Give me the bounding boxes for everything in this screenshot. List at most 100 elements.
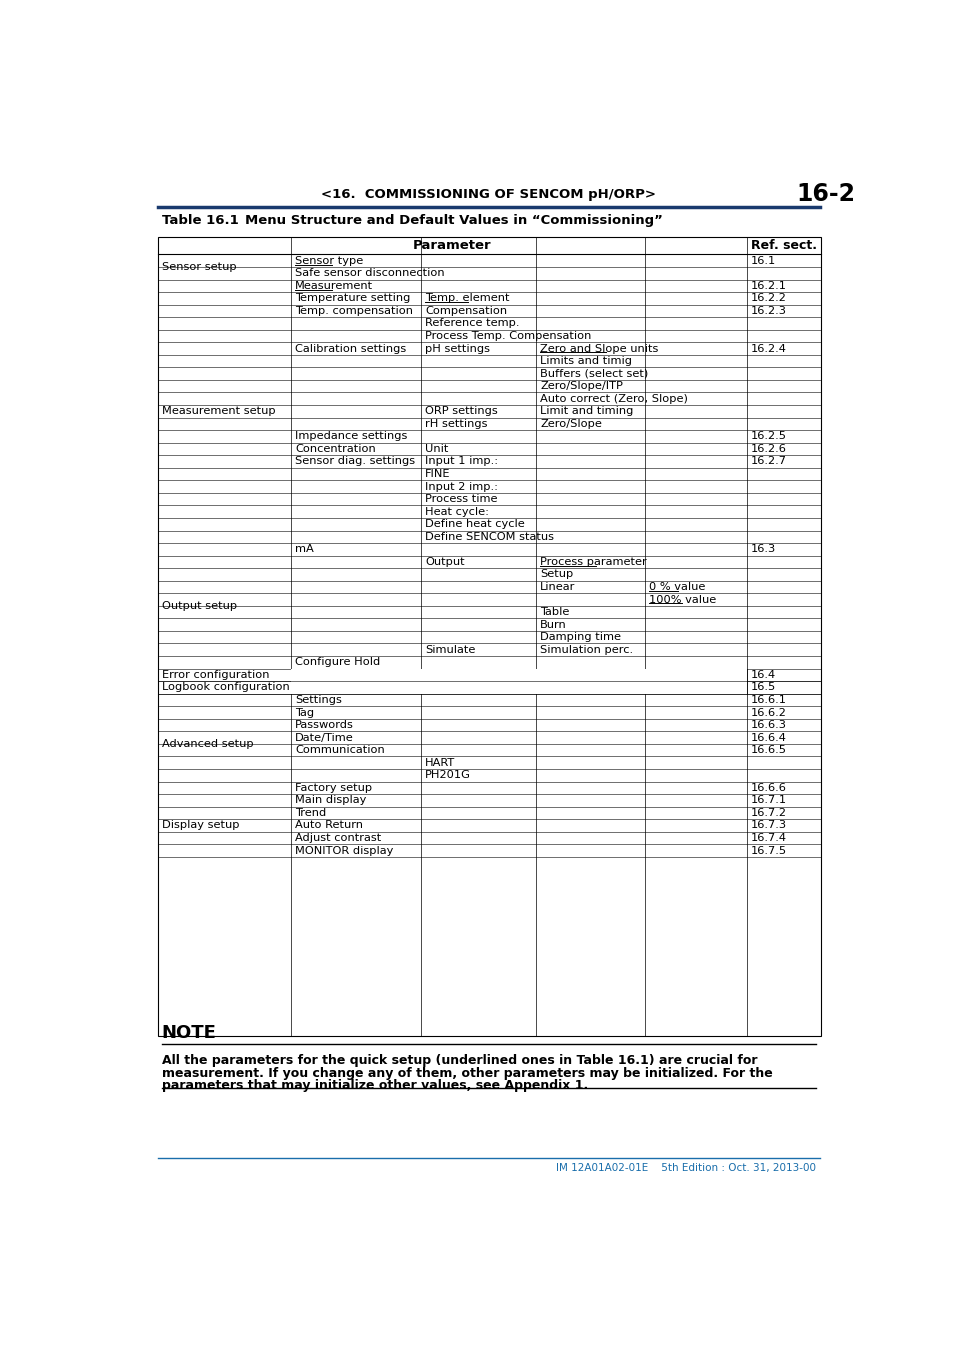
- Text: 16.6.5: 16.6.5: [750, 745, 786, 755]
- Text: Output setup: Output setup: [162, 601, 236, 610]
- Text: 16.2.2: 16.2.2: [750, 293, 786, 304]
- Text: Process parameter: Process parameter: [539, 558, 646, 567]
- Text: 16.6.4: 16.6.4: [750, 733, 786, 743]
- Text: Table: Table: [539, 608, 569, 617]
- Text: 16.6.3: 16.6.3: [750, 720, 786, 730]
- Text: Input 2 imp.:: Input 2 imp.:: [425, 482, 497, 491]
- Bar: [291, 682, 746, 694]
- Text: 100% value: 100% value: [648, 594, 715, 605]
- Text: FINE: FINE: [425, 468, 451, 479]
- Text: 16.1: 16.1: [750, 255, 776, 266]
- Text: rH settings: rH settings: [425, 418, 487, 429]
- Text: mA: mA: [294, 544, 314, 555]
- Text: Output: Output: [425, 558, 464, 567]
- Text: 16.2.4: 16.2.4: [750, 343, 786, 354]
- Text: Simulation perc.: Simulation perc.: [539, 645, 633, 655]
- Text: 16.6.1: 16.6.1: [750, 695, 786, 705]
- Text: Calibration settings: Calibration settings: [294, 343, 406, 354]
- Text: Trend: Trend: [294, 807, 326, 818]
- Text: Factory setup: Factory setup: [294, 783, 372, 792]
- Text: Display setup: Display setup: [162, 821, 239, 830]
- Text: Safe sensor disconnection: Safe sensor disconnection: [294, 269, 444, 278]
- Text: Measurement: Measurement: [294, 281, 373, 290]
- Text: Settings: Settings: [294, 695, 342, 705]
- Text: Tag: Tag: [294, 707, 314, 717]
- Text: 16.2.6: 16.2.6: [750, 444, 786, 454]
- Text: 16.7.4: 16.7.4: [750, 833, 786, 842]
- Text: 16.2.7: 16.2.7: [750, 456, 786, 467]
- Text: Process Temp. Compensation: Process Temp. Compensation: [425, 331, 591, 342]
- Text: Process time: Process time: [425, 494, 497, 504]
- Text: Parameter: Parameter: [413, 239, 492, 252]
- Text: PH201G: PH201G: [425, 771, 471, 780]
- Text: Sensor type: Sensor type: [294, 255, 363, 266]
- Text: Passwords: Passwords: [294, 720, 354, 730]
- Text: Temp. compensation: Temp. compensation: [294, 306, 413, 316]
- Text: 16.5: 16.5: [750, 682, 776, 693]
- Text: Define SENCOM status: Define SENCOM status: [425, 532, 554, 541]
- Text: Measurement setup: Measurement setup: [162, 406, 275, 416]
- Text: MONITOR display: MONITOR display: [294, 845, 394, 856]
- Text: parameters that may initialize other values, see Appendix 1.: parameters that may initialize other val…: [162, 1079, 587, 1092]
- Text: Auto Return: Auto Return: [294, 821, 363, 830]
- Text: IM 12A01A02-01E    5th Edition : Oct. 31, 2013-00: IM 12A01A02-01E 5th Edition : Oct. 31, 2…: [556, 1162, 815, 1173]
- Text: Unit: Unit: [425, 444, 448, 454]
- Text: 16.4: 16.4: [750, 670, 775, 680]
- Text: <16.  COMMISSIONING OF SENCOM pH/ORP>: <16. COMMISSIONING OF SENCOM pH/ORP>: [321, 188, 656, 201]
- Text: Zero and Slope units: Zero and Slope units: [539, 343, 658, 354]
- Text: Ref. sect.: Ref. sect.: [750, 239, 816, 252]
- Text: 16.2.1: 16.2.1: [750, 281, 786, 290]
- Text: Limit and timing: Limit and timing: [539, 406, 633, 416]
- Text: 16.6.2: 16.6.2: [750, 707, 786, 717]
- Text: Impedance settings: Impedance settings: [294, 432, 407, 441]
- Text: Zero/Slope/ITP: Zero/Slope/ITP: [539, 381, 622, 392]
- Text: 16.3: 16.3: [750, 544, 776, 555]
- Text: 16.7.5: 16.7.5: [750, 845, 786, 856]
- Text: ORP settings: ORP settings: [425, 406, 497, 416]
- Text: 16-2: 16-2: [796, 182, 855, 207]
- Text: Logbook configuration: Logbook configuration: [162, 682, 290, 693]
- Text: Zero/Slope: Zero/Slope: [539, 418, 601, 429]
- Text: Menu Structure and Default Values in “Commissioning”: Menu Structure and Default Values in “Co…: [245, 215, 662, 227]
- Text: Define heat cycle: Define heat cycle: [425, 520, 524, 529]
- Text: 16.7.3: 16.7.3: [750, 821, 786, 830]
- Text: 16.2.5: 16.2.5: [750, 432, 786, 441]
- Text: Communication: Communication: [294, 745, 384, 755]
- Text: Main display: Main display: [294, 795, 366, 806]
- Text: NOTE: NOTE: [162, 1025, 216, 1042]
- Text: Simulate: Simulate: [425, 645, 476, 655]
- Text: Error configuration: Error configuration: [162, 670, 269, 680]
- Text: Heat cycle:: Heat cycle:: [425, 506, 489, 517]
- Text: Sensor diag. settings: Sensor diag. settings: [294, 456, 415, 467]
- Text: Auto correct (Zero, Slope): Auto correct (Zero, Slope): [539, 394, 687, 404]
- Text: HART: HART: [425, 757, 456, 768]
- Text: Temp. element: Temp. element: [425, 293, 509, 304]
- Text: Concentration: Concentration: [294, 444, 375, 454]
- Text: All the parameters for the quick setup (underlined ones in Table 16.1) are cruci: All the parameters for the quick setup (…: [162, 1054, 757, 1068]
- Text: 16.2.3: 16.2.3: [750, 306, 786, 316]
- Text: Burn: Burn: [539, 620, 566, 629]
- Text: Table 16.1: Table 16.1: [162, 215, 238, 227]
- Text: Setup: Setup: [539, 570, 573, 579]
- Text: Temperature setting: Temperature setting: [294, 293, 410, 304]
- Bar: [291, 668, 746, 682]
- Text: Reference temp.: Reference temp.: [425, 319, 519, 328]
- Text: Linear: Linear: [539, 582, 575, 593]
- Text: measurement. If you change any of them, other parameters may be initialized. For: measurement. If you change any of them, …: [162, 1066, 772, 1080]
- Text: 0 % value: 0 % value: [648, 582, 704, 593]
- Text: Sensor setup: Sensor setup: [162, 262, 236, 271]
- Text: Compensation: Compensation: [425, 306, 507, 316]
- Text: Configure Hold: Configure Hold: [294, 657, 380, 667]
- Text: Damping time: Damping time: [539, 632, 620, 643]
- Text: Input 1 imp.:: Input 1 imp.:: [425, 456, 498, 467]
- Text: pH settings: pH settings: [425, 343, 490, 354]
- Text: Advanced setup: Advanced setup: [162, 738, 253, 749]
- Bar: [158, 238, 820, 1035]
- Text: Limits and timig: Limits and timig: [539, 356, 632, 366]
- Text: 16.7.1: 16.7.1: [750, 795, 786, 806]
- Text: 16.7.2: 16.7.2: [750, 807, 786, 818]
- Text: Buffers (select set): Buffers (select set): [539, 369, 648, 378]
- Text: 16.6.6: 16.6.6: [750, 783, 786, 792]
- Text: Date/Time: Date/Time: [294, 733, 354, 743]
- Text: Adjust contrast: Adjust contrast: [294, 833, 381, 842]
